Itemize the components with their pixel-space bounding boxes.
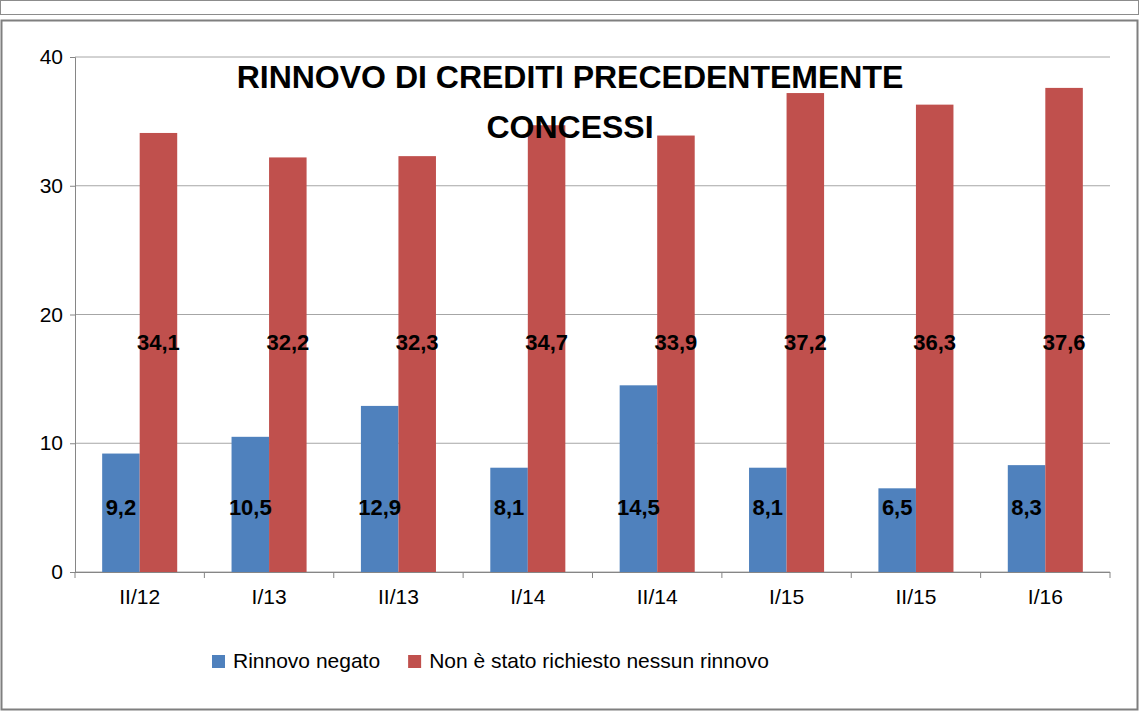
x-tick-label: I/14: [510, 585, 545, 608]
x-separator: [463, 572, 464, 578]
y-tick: 0: [51, 560, 75, 583]
x-separator: [204, 572, 205, 578]
data-label: 33,9: [655, 330, 698, 355]
bar: [1008, 465, 1046, 572]
data-label: 9,2: [106, 495, 137, 520]
x-tick: I/14: [510, 572, 545, 608]
x-separator: [333, 572, 334, 578]
data-labels: 34,1 32,2 32,3 34,7 33,9 37,2 36,3 37,6: [137, 330, 1085, 355]
y-axis-line: [70, 58, 76, 573]
top-frame: [1, 1, 1139, 15]
y-tick: 30: [40, 174, 75, 197]
data-label: 37,2: [784, 330, 827, 355]
bar: [490, 468, 528, 572]
bars: [102, 88, 1083, 572]
x-separator: [980, 572, 981, 578]
x-tick: I/13: [252, 572, 287, 608]
x-tick: I/15: [769, 572, 804, 608]
x-tick: II/15: [896, 572, 937, 608]
x-separator: [1110, 572, 1111, 578]
grid-line: [75, 57, 1110, 58]
legend-swatch: [408, 655, 421, 668]
x-separator: [721, 572, 722, 578]
y-tick-label: 20: [40, 303, 63, 326]
legend-swatch: [212, 655, 225, 668]
x-tick: II/14: [637, 572, 678, 608]
data-label: 36,3: [913, 330, 956, 355]
y-tick-mark: [70, 315, 75, 316]
bar: [398, 156, 436, 572]
bar: [620, 385, 658, 572]
chart-frame: [2, 21, 1138, 710]
legend: Rinnovo negato Non è stato richiesto ness…: [212, 649, 769, 672]
grid: [75, 57, 1110, 572]
y-axis: 0 10 20 30 40: [40, 45, 76, 583]
y-tick-label: 40: [40, 45, 63, 68]
y-tick-mark: [70, 572, 75, 573]
bar: [269, 157, 307, 572]
data-label: 10,5: [229, 495, 272, 520]
legend-label: Rinnovo negato: [233, 649, 380, 672]
bar: [878, 488, 916, 572]
x-tick-label: II/12: [119, 585, 160, 608]
legend-label: Non è stato richiesto nessun rinnovo: [429, 649, 769, 672]
y-tick: 40: [40, 45, 75, 68]
grid-line: [75, 185, 1110, 186]
bar-series: [102, 385, 1045, 572]
y-tick-label: 10: [40, 431, 63, 454]
y-tick: 10: [40, 431, 75, 454]
data-labels: 9,2 10,5 12,9 8,1 14,5 8,1 6,5 8,3: [106, 495, 1042, 520]
x-tick-label: I/16: [1028, 585, 1063, 608]
x-separator: [592, 572, 593, 578]
y-tick-label: 0: [51, 560, 63, 583]
data-label: 6,5: [882, 495, 913, 520]
data-label: 8,3: [1011, 495, 1042, 520]
y-tick-mark: [70, 186, 75, 187]
x-separator: [75, 572, 76, 578]
x-tick-label: II/15: [896, 585, 937, 608]
x-tick-label: I/15: [769, 585, 804, 608]
y-tick-mark: [70, 443, 75, 444]
data-label: 34,1: [137, 330, 180, 355]
x-tick-label: II/14: [637, 585, 678, 608]
data-label: 8,1: [753, 495, 784, 520]
y-tick: 20: [40, 303, 75, 326]
y-tick-mark: [70, 57, 75, 58]
bar: [102, 454, 140, 572]
chart-title: RINNOVO DI CREDITI PRECEDENTEMENTECONCES…: [237, 59, 904, 145]
x-axis: II/12 I/13 II/13 I/14 II/14 I/15 II/15 I/16: [75, 572, 1110, 608]
bar: [361, 406, 399, 572]
data-label: 32,3: [396, 330, 439, 355]
x-tick: II/13: [378, 572, 419, 608]
grid-line: [75, 443, 1110, 444]
data-label: 8,1: [494, 495, 525, 520]
x-separators: [75, 572, 1110, 578]
data-label: 32,2: [266, 330, 309, 355]
data-label: 12,9: [358, 495, 401, 520]
x-tick: I/16: [1028, 572, 1063, 608]
x-tick: II/12: [119, 572, 160, 608]
bar-series: [140, 88, 1083, 572]
x-tick-label: I/13: [252, 585, 287, 608]
y-tick-label: 30: [40, 174, 63, 197]
x-separator: [851, 572, 852, 578]
x-tick-label: II/13: [378, 585, 419, 608]
data-label: 37,6: [1043, 330, 1086, 355]
data-label: 14,5: [617, 495, 660, 520]
bar: [749, 468, 787, 572]
grid-line: [75, 314, 1110, 315]
data-label: 34,7: [525, 330, 568, 355]
chart: 010203040II/12I/13II/13I/14II/14I/15II/1…: [0, 0, 1139, 711]
